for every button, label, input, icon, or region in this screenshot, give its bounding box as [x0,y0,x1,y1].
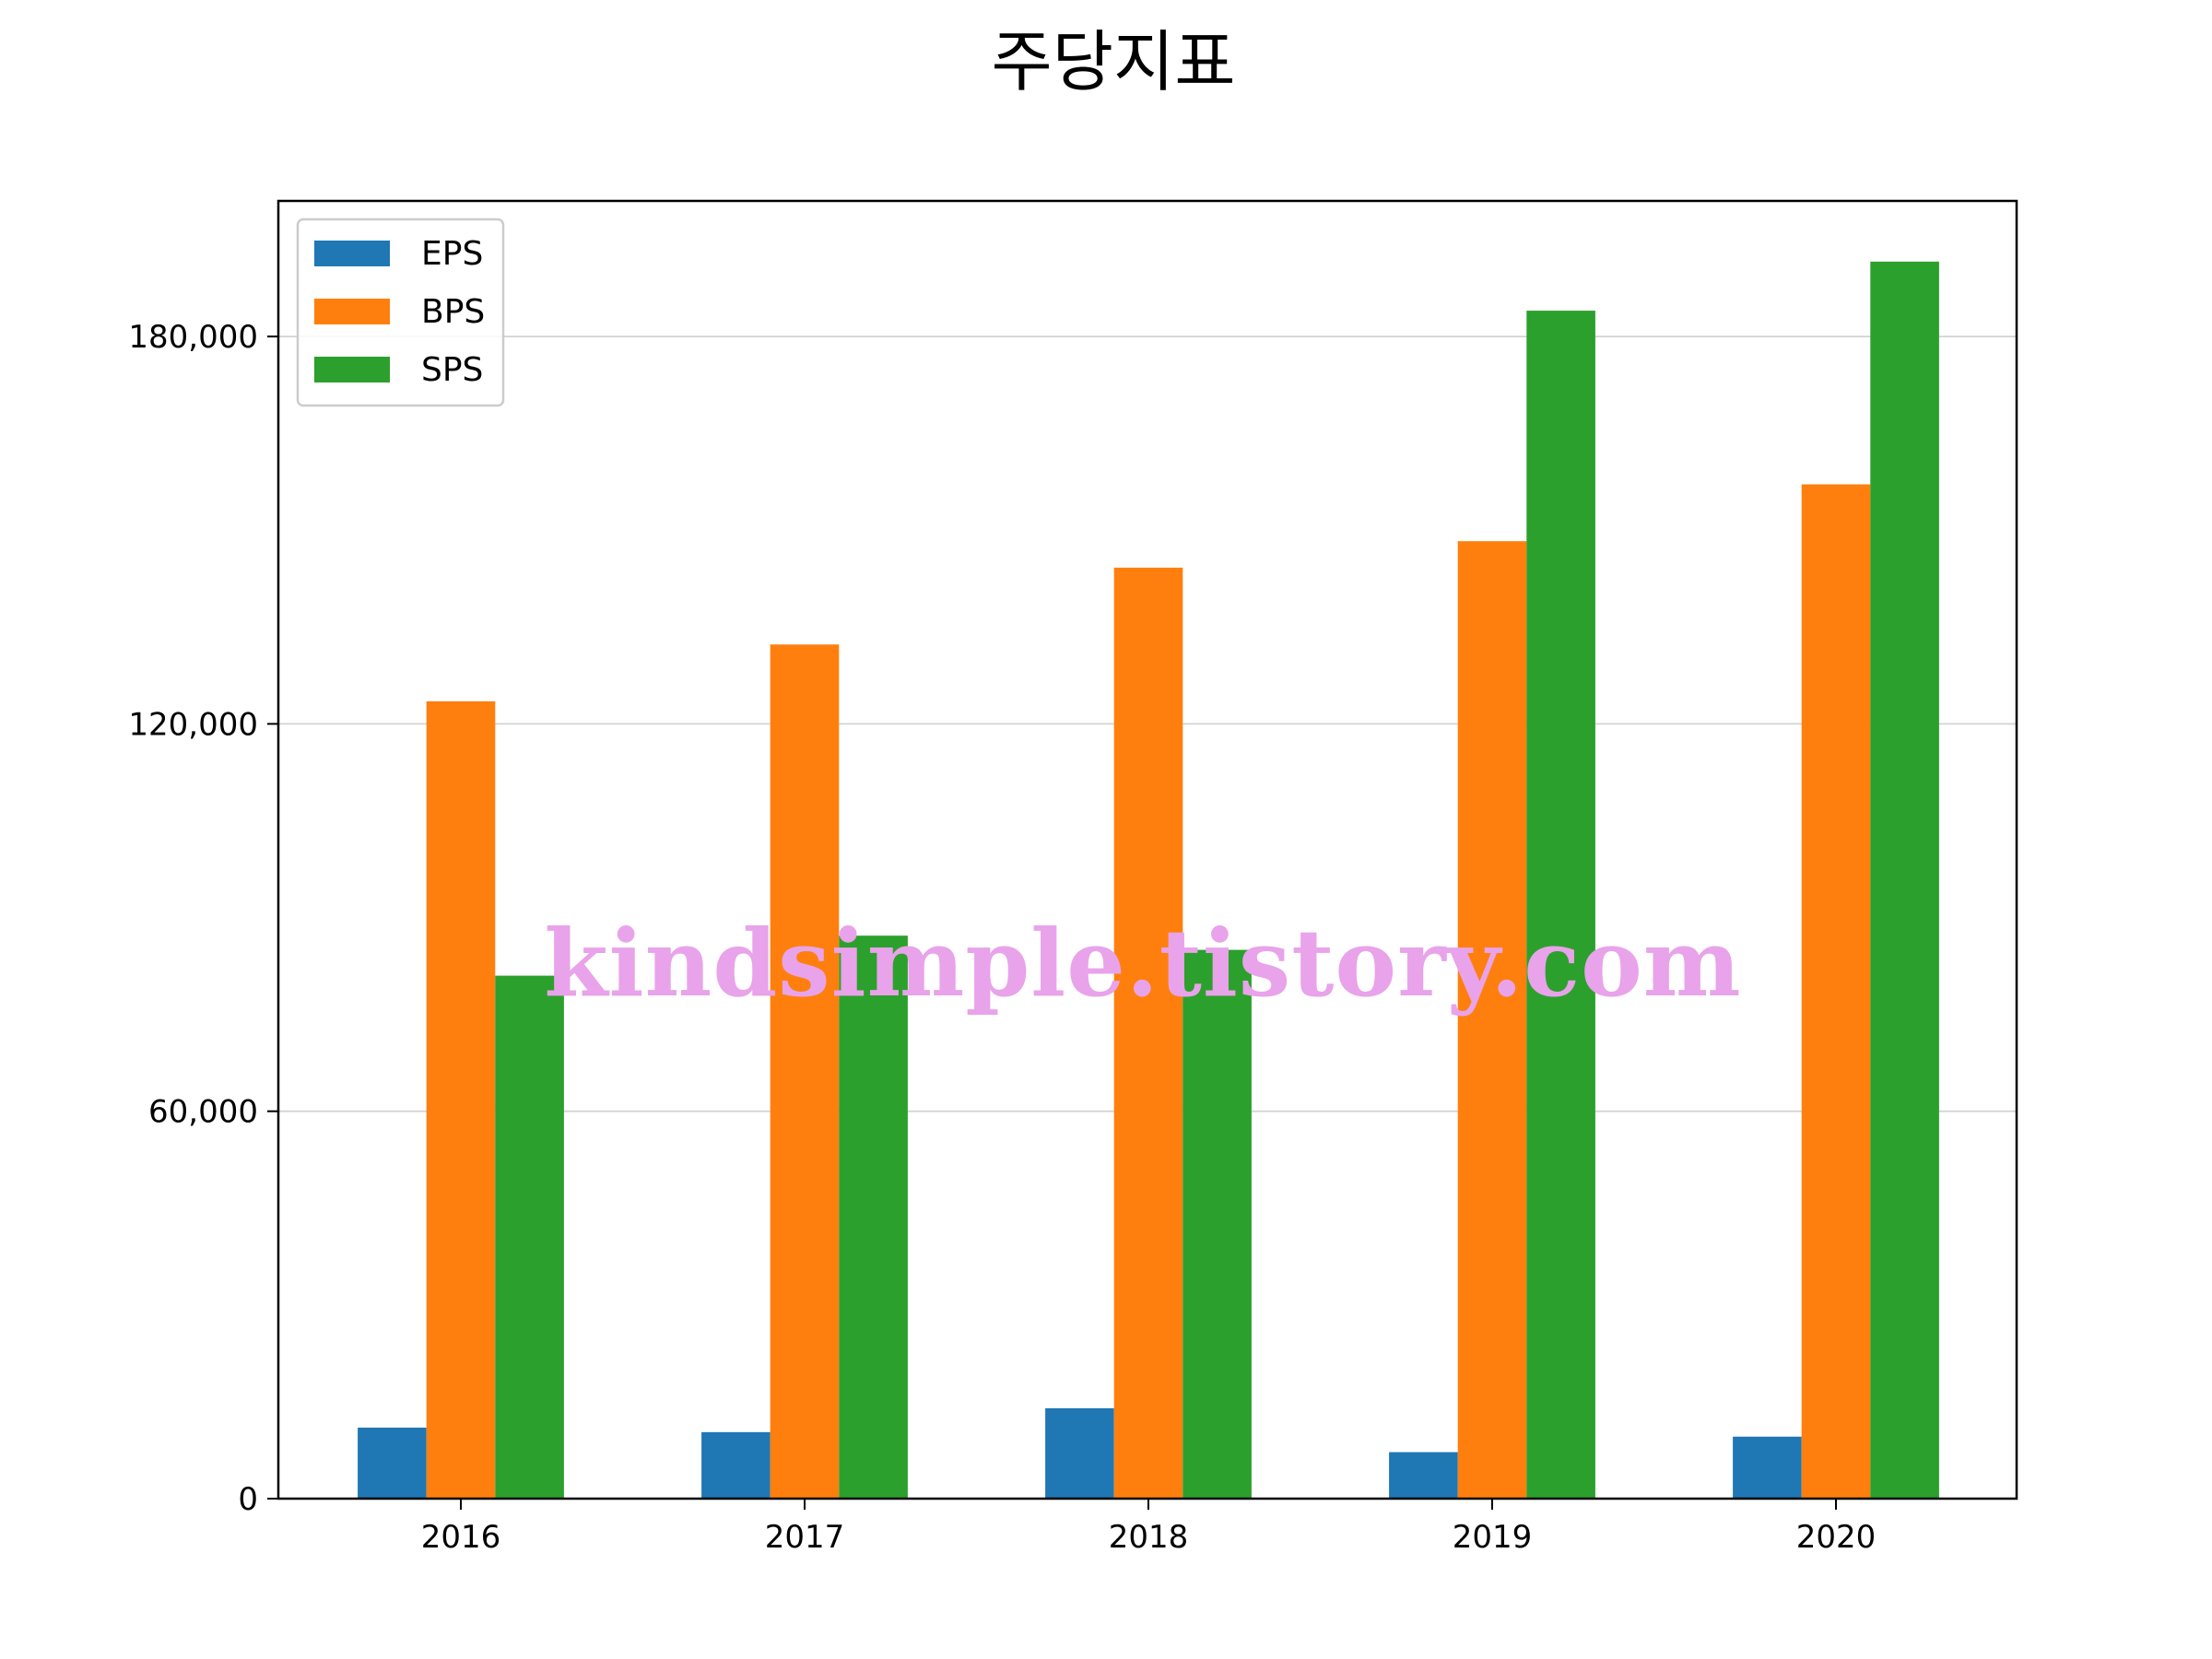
bar-bps-2017 [770,644,840,1499]
bar-bps-2018 [1113,567,1183,1499]
bar-bps-2016 [426,700,496,1499]
x-tick-label: 2018 [1109,1519,1189,1556]
x-tick-label: 2020 [1796,1519,1877,1556]
bar-sps-2019 [1526,311,1595,1499]
legend-label-eps: EPS [421,235,483,273]
bar-sps-2018 [1182,949,1252,1499]
bar-sps-2017 [839,935,908,1499]
x-tick-label: 2019 [1453,1519,1533,1556]
axes: 2016 2017 2018 2019 2020 0 60,000 120,000 180,00… [128,319,1876,1556]
bar-eps-2018 [1045,1407,1114,1499]
bar-sps-2016 [495,975,564,1499]
x-tick-label: 2016 [421,1519,501,1556]
bar-eps-2016 [358,1427,427,1499]
bar-bps-2020 [1801,484,1871,1499]
bar-bps-2019 [1457,541,1527,1500]
y-tick-label: 60,000 [148,1094,258,1131]
watermark: kindsimple.tistory.com [544,909,1741,1018]
legend-label-bps: BPS [421,293,485,331]
bar-eps-2017 [701,1431,771,1499]
bar-eps-2019 [1389,1452,1458,1499]
y-tick-label: 180,000 [128,319,258,356]
bar-sps-2020 [1870,261,1939,1499]
legend-swatch-sps [314,357,390,382]
y-tick-label: 0 [238,1481,258,1518]
y-tick-label: 120,000 [128,706,258,743]
legend-swatch-eps [314,241,390,266]
x-tick-label: 2017 [765,1519,845,1556]
chart-title: 주당지표 [992,23,1236,100]
legend-label-sps: SPS [421,351,483,389]
bars [358,261,1939,1500]
legend-swatch-bps [314,299,390,324]
bar-eps-2020 [1733,1436,1802,1499]
legend: EPS BPS SPS [296,218,505,407]
